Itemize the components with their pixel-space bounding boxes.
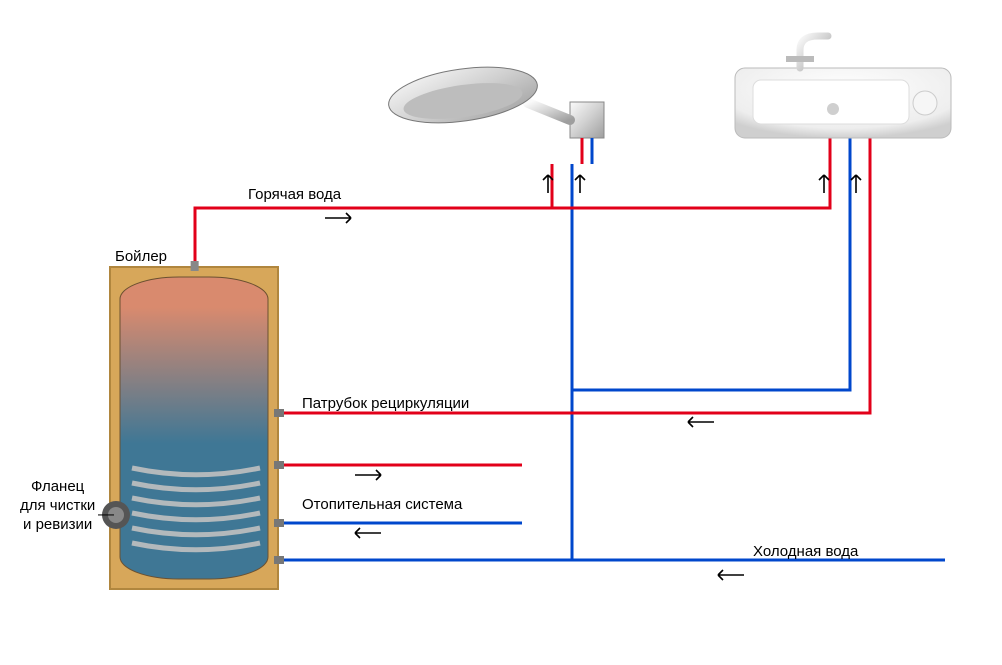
label-hot-water: Горячая вода	[248, 186, 341, 205]
boiler-cutaway	[98, 261, 284, 589]
flow-arrows	[325, 175, 861, 580]
label-heating: Отопительная система	[302, 496, 462, 515]
label-recirc: Патрубок рециркуляции	[302, 395, 469, 414]
label-boiler: Бойлер	[115, 248, 167, 267]
shower-head-icon	[385, 59, 604, 164]
diagram-svg	[0, 0, 1002, 665]
sink-icon	[735, 36, 951, 138]
label-cold-water: Холодная вода	[753, 543, 858, 562]
label-flange: Фланец для чистки и ревизии	[20, 478, 95, 534]
diagram-stage: Горячая вода Бойлер Патрубок рециркуляци…	[0, 0, 1002, 665]
